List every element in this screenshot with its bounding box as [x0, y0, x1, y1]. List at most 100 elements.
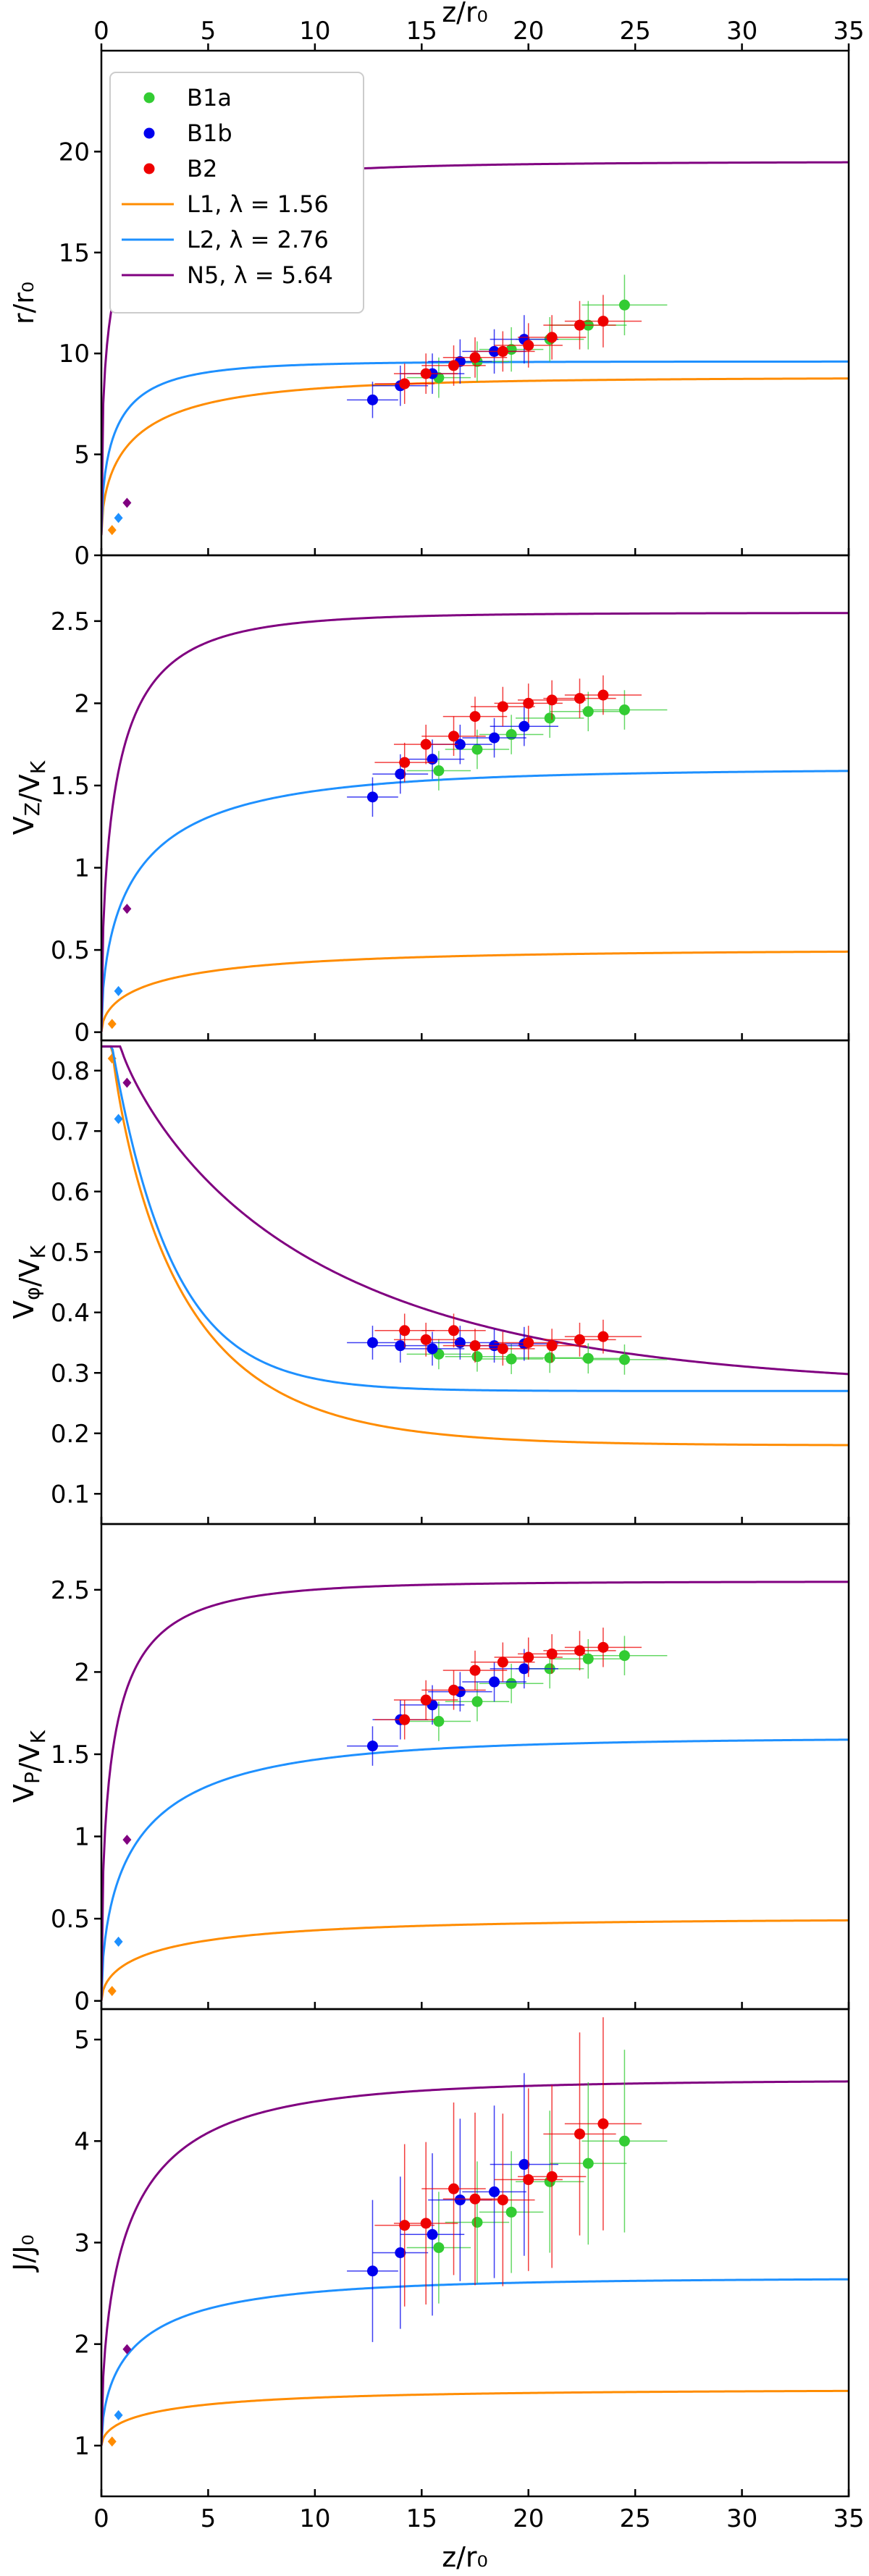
- y-tick-label: 0.6: [51, 1178, 90, 1207]
- panel-frame: [100, 554, 850, 1042]
- data-point-b2: [574, 693, 585, 704]
- data-point-b2: [597, 1331, 609, 1342]
- curve-start-marker: [122, 497, 132, 508]
- curve-l1: [101, 1045, 849, 1447]
- legend-label: B1a: [187, 84, 232, 111]
- plot-area-Vz: [101, 612, 849, 1032]
- y-tick-label: 1.5: [51, 772, 90, 801]
- data-point-b2: [546, 1648, 558, 1659]
- data-point-b2: [399, 1714, 411, 1725]
- curve-start-marker: [122, 904, 132, 914]
- curve-l1: [101, 1919, 849, 2001]
- data-point-b1a: [582, 1352, 594, 1364]
- bottom-x-axis-label: z/r₀: [442, 2541, 488, 2573]
- y-tick-label: 0: [74, 1987, 90, 2016]
- data-point-b1b: [427, 1343, 438, 1355]
- data-point-b2: [523, 340, 534, 351]
- y-tick-label: 0.5: [51, 1905, 90, 1934]
- data-point-b1a: [544, 1352, 555, 1363]
- data-point-b1b: [454, 738, 466, 750]
- data-point-b1a: [471, 1696, 483, 1707]
- legend-label: B2: [187, 155, 217, 182]
- data-point-b2: [420, 1694, 432, 1706]
- curve-start-marker: [122, 1077, 132, 1088]
- curve-n5: [101, 1045, 849, 1376]
- data-point-b1b: [519, 720, 530, 732]
- curve-start-marker: [114, 1936, 123, 1947]
- y-tick-label: 4: [74, 2127, 90, 2156]
- data-point-b2: [469, 711, 481, 723]
- data-point-b2: [523, 1651, 534, 1663]
- data-point-b2: [574, 2128, 585, 2139]
- data-point-b2: [420, 368, 432, 379]
- data-point-b1a: [505, 729, 517, 741]
- x-tick-label-top: 30: [726, 17, 757, 46]
- data-point-b2: [420, 738, 432, 750]
- data-point-b1a: [544, 712, 555, 724]
- legend-marker-b1b: [143, 127, 155, 139]
- y-tick-label: 0.8: [51, 1057, 90, 1086]
- data-point-b2: [469, 2193, 481, 2205]
- curve-start-marker: [114, 2409, 123, 2420]
- curve-start-marker: [114, 985, 123, 996]
- data-point-b2: [523, 1337, 534, 1348]
- data-point-b1a: [471, 2216, 483, 2228]
- legend-marker-b2: [143, 163, 155, 174]
- curve-n5: [101, 1580, 849, 2001]
- x-tick-label: 5: [201, 2504, 217, 2533]
- data-point-b1b: [454, 2194, 466, 2206]
- legend-marker-b1a: [143, 92, 155, 104]
- curve-start-marker: [107, 525, 117, 536]
- plot-area-J: [101, 2017, 849, 2447]
- y-tick-label: 20: [59, 138, 90, 167]
- x-tick-label: 30: [726, 2504, 757, 2533]
- data-point-b1a: [618, 1354, 630, 1365]
- x-tick-label: 35: [833, 2504, 864, 2533]
- data-point-b2: [546, 1340, 558, 1352]
- curve-l1: [101, 2389, 849, 2446]
- y-axis-label-2: Vφ/VK: [8, 1245, 50, 1319]
- data-point-b1a: [582, 706, 594, 717]
- x-tick-label-top: 35: [833, 17, 864, 46]
- data-point-b1a: [433, 765, 445, 777]
- data-point-b1b: [427, 754, 438, 765]
- y-tick-label: 2.5: [51, 607, 90, 636]
- data-point-b2: [469, 1664, 481, 1676]
- panel-Vphi: 0.1 0.2 0.3 0.4 0.5 0.6 0.7 0.8 Vφ/VK: [8, 1039, 850, 1525]
- curve-n5: [101, 612, 849, 1032]
- data-point-b2: [399, 378, 411, 390]
- panel-frame: [100, 1039, 850, 1525]
- y-tick-label: 5: [74, 2026, 90, 2055]
- data-point-b2: [420, 2218, 432, 2229]
- curve-n5: [101, 2080, 849, 2446]
- data-point-b1b: [366, 1337, 378, 1348]
- data-point-b2: [523, 2174, 534, 2186]
- data-point-b1b: [395, 768, 406, 780]
- x-tick-label: 25: [620, 2504, 651, 2533]
- x-tick-label-top: 20: [513, 17, 544, 46]
- data-point-b1b: [454, 1337, 466, 1348]
- curve-l1: [101, 377, 849, 536]
- data-point-b1a: [582, 2158, 594, 2169]
- data-point-b1a: [433, 2242, 445, 2253]
- curve-start-marker: [107, 1019, 117, 1030]
- data-point-b2: [420, 1334, 432, 1345]
- y-tick-label: 15: [59, 239, 90, 268]
- curve-start-marker: [122, 2344, 132, 2354]
- x-tick-label-top: 0: [93, 17, 109, 46]
- data-point-b1a: [618, 2135, 630, 2147]
- data-point-b1a: [505, 2206, 517, 2218]
- curve-l1: [101, 950, 849, 1032]
- y-tick-label: 2.5: [51, 1576, 90, 1605]
- y-tick-label: 2: [74, 689, 90, 718]
- panel-Vz: 0 0.5 1 1.5 2 2.5 VZ/VK: [8, 554, 850, 1048]
- curve-start-marker: [114, 513, 123, 523]
- data-point-b2: [546, 694, 558, 706]
- data-point-b1b: [427, 2228, 438, 2240]
- data-point-b2: [497, 345, 508, 357]
- y-tick-label: 2: [74, 2331, 90, 2360]
- data-point-b1b: [489, 2186, 500, 2197]
- x-tick-label: 10: [299, 2504, 330, 2533]
- y-tick-label: 1.5: [51, 1741, 90, 1769]
- y-axis-label-0: r/r₀: [8, 282, 40, 324]
